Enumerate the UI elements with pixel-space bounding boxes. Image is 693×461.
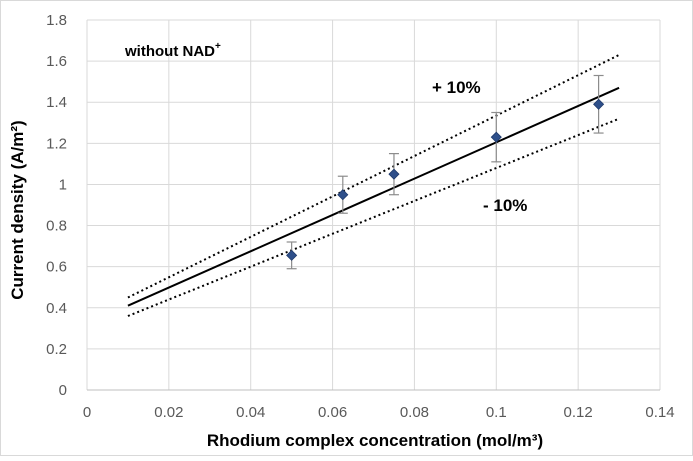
data-point [388,153,400,196]
x-tick-label: 0.12 [564,404,593,421]
data-point [593,74,605,134]
y-axis-title: Current density (A/m²) [8,120,27,299]
trend-lines [127,54,620,317]
annotation-lower: - 10% [483,196,527,215]
tick-labels: 0 0.02 0.04 0.06 0.08 0.1 0.12 0.14 0 0.2 0.4 0.6 0.… [46,12,674,421]
x-tick-label: 0.06 [318,404,347,421]
x-tick-label: 0.14 [645,404,674,421]
data-point [337,175,349,214]
diamond-marker [490,131,502,143]
bound-line-1 [127,54,620,299]
y-tick-label: 0.4 [46,300,67,317]
annotation-upper: + 10% [432,78,481,97]
y-tick-label: 0 [59,382,67,399]
annotation-condition: without NAD+ [124,41,221,60]
x-tick-label: 0.04 [236,404,265,421]
data-points [286,74,605,270]
x-tick-label: 0.1 [486,404,507,421]
x-axis-title: Rhodium complex concentration (mol/m³) [207,431,543,450]
diamond-marker [593,98,605,110]
annotation-condition-text: without NAD [124,43,215,60]
fit-line [127,86,620,307]
y-tick-label: 0.2 [46,341,67,358]
y-tick-label: 1 [59,176,67,193]
y-tick-label: 1.2 [46,135,67,152]
grid [86,19,661,391]
diamond-marker [388,168,400,180]
y-tick-label: 0.6 [46,259,67,276]
diamond-marker [337,189,349,201]
diamond-marker [286,249,298,261]
x-tick-label: 0 [83,404,91,421]
data-point [286,241,298,270]
x-tick-label: 0.08 [400,404,429,421]
y-tick-label: 1.4 [46,94,67,111]
y-tick-label: 1.6 [46,53,67,70]
x-tick-label: 0.02 [154,404,183,421]
annotation-condition-sup: + [215,41,221,52]
bound-line-2 [127,117,620,317]
y-tick-label: 0.8 [46,218,67,235]
y-tick-label: 1.8 [46,12,67,29]
data-point [490,111,502,163]
